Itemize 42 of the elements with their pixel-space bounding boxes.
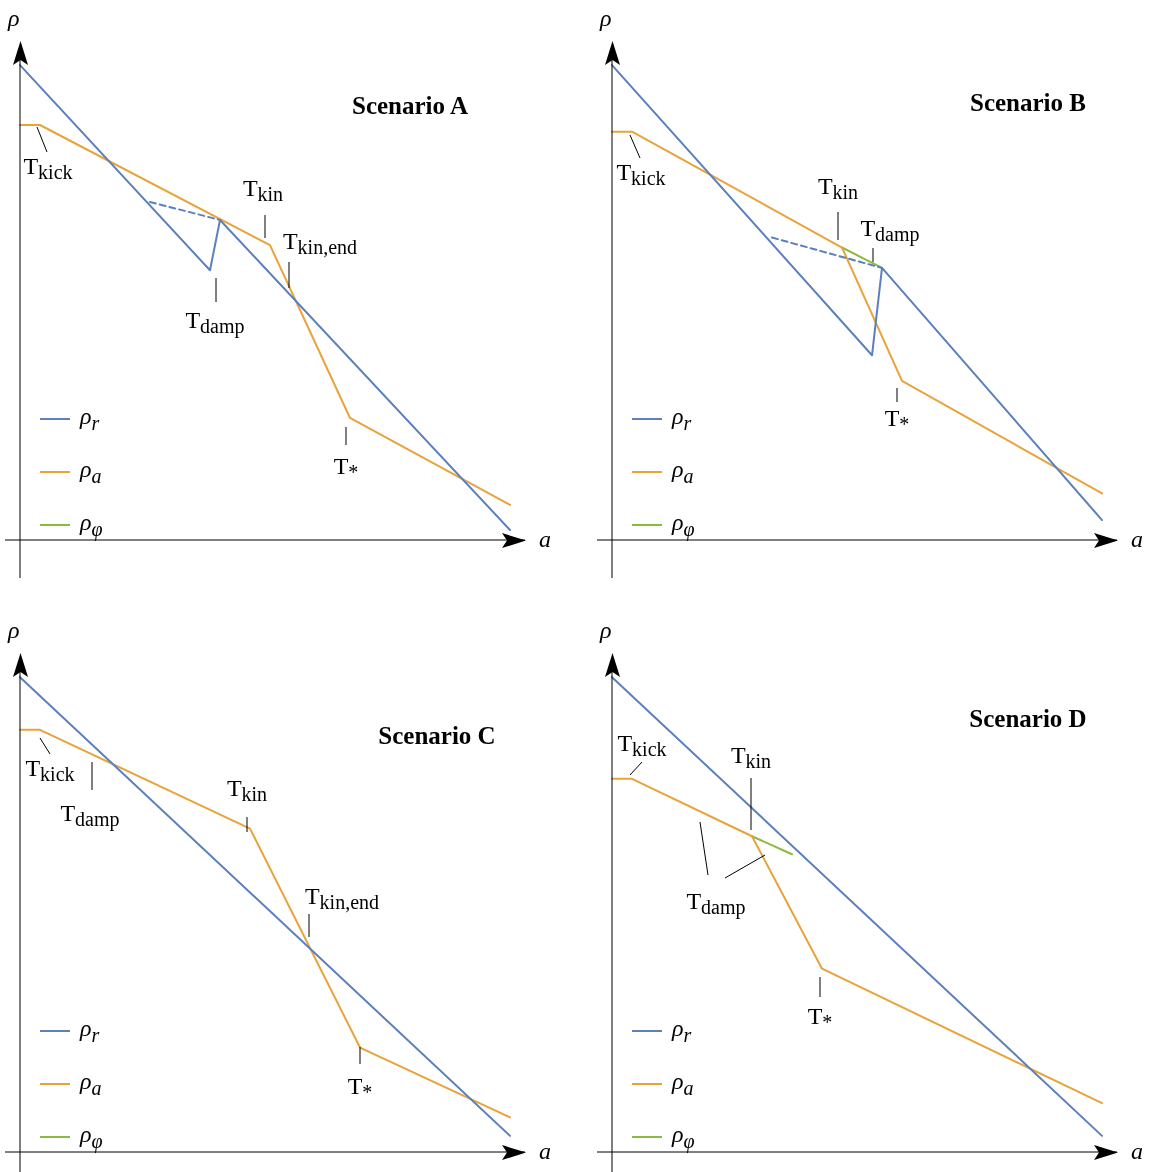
annotation: T$_{damp}$ — [860, 214, 920, 246]
annotation: T$_{kin}$ — [226, 774, 268, 806]
annotation: T$_{*}$ — [807, 1002, 833, 1034]
annotation: T$_{damp}$ — [60, 799, 120, 831]
text: Scenario C — [378, 721, 496, 749]
legend-label: ρ$_{φ}$ — [672, 1120, 695, 1153]
x-axis-title: a — [539, 525, 551, 552]
annotation: T$_{kick}$ — [25, 754, 75, 786]
x-axis-title: a — [539, 1137, 551, 1164]
y-axis-title: ρ — [600, 5, 612, 31]
annotation: T$_{*}$ — [333, 452, 359, 484]
annotation: T$_{kin}$ — [242, 174, 284, 206]
legend-label: ρ$_{a}$ — [672, 455, 694, 488]
x-axis-title: a — [1131, 1137, 1143, 1164]
annotation: T$_{damp}$ — [185, 306, 245, 338]
text: Scenario D — [969, 704, 1087, 732]
legend-label: ρ$_{r}$ — [80, 1014, 100, 1047]
legend-label: ρ$_{φ}$ — [80, 508, 103, 541]
legend-label: ρ$_{a}$ — [80, 1067, 102, 1100]
legend-label: ρ$_{r}$ — [672, 402, 692, 435]
y-axis-title: ρ — [8, 5, 20, 31]
y-axis-title: ρ — [600, 617, 612, 643]
legend-label: ρ$_{φ}$ — [80, 1120, 103, 1153]
annotation: T$_{kin,end}$ — [282, 227, 358, 259]
text: Scenario A — [352, 91, 468, 119]
annotation: T$_{kin,end}$ — [304, 882, 380, 914]
x-axis-title: a — [1131, 525, 1143, 552]
legend-label: ρ$_{a}$ — [80, 455, 102, 488]
legend-label: ρ$_{a}$ — [672, 1067, 694, 1100]
annotation: T$_{kin}$ — [730, 741, 772, 773]
annotation: T$_{kick}$ — [617, 729, 667, 761]
annotation: T$_{kin}$ — [817, 172, 859, 204]
text: Scenario B — [970, 88, 1086, 116]
annotation: T$_{kick}$ — [616, 158, 666, 190]
y-axis-title: ρ — [8, 617, 20, 643]
annotation: T$_{damp}$ — [686, 887, 746, 919]
legend-label: ρ$_{r}$ — [80, 402, 100, 435]
legend-label: ρ$_{φ}$ — [672, 508, 695, 541]
annotation: T$_{kick}$ — [23, 152, 73, 184]
annotation: T$_{*}$ — [884, 404, 910, 436]
annotation: T$_{*}$ — [347, 1072, 373, 1104]
legend-label: ρ$_{r}$ — [672, 1014, 692, 1047]
